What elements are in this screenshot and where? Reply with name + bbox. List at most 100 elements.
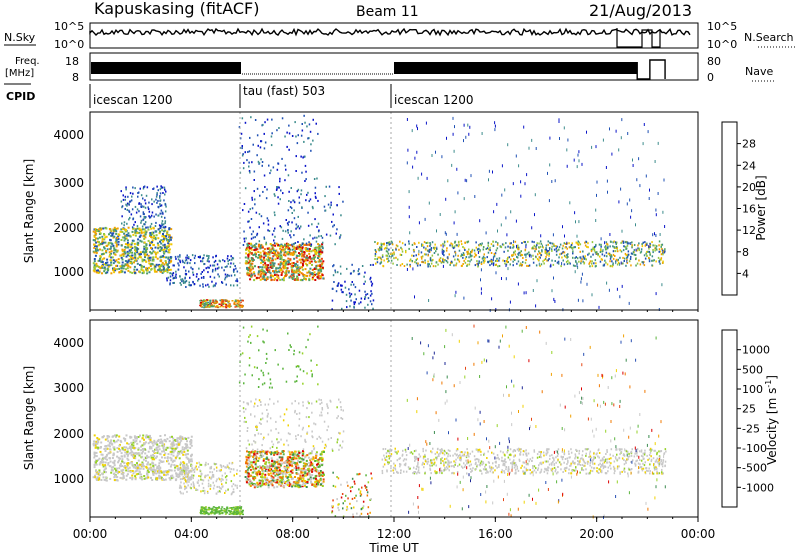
cell <box>181 436 184 439</box>
cell <box>124 198 126 201</box>
cell <box>99 243 102 245</box>
cell <box>142 187 145 190</box>
cell <box>92 476 95 479</box>
cell <box>139 467 142 470</box>
cell <box>108 233 110 236</box>
cell <box>184 471 187 474</box>
cell <box>283 245 286 248</box>
cell <box>558 120 560 123</box>
cell <box>176 437 179 440</box>
cell <box>308 279 311 282</box>
cell <box>456 167 458 171</box>
cell <box>250 247 253 250</box>
cell <box>388 259 390 262</box>
cell <box>202 257 205 259</box>
cell <box>509 300 511 304</box>
cell <box>454 125 455 129</box>
cell <box>121 222 123 225</box>
cell <box>505 277 507 281</box>
cell <box>485 248 487 250</box>
cell <box>315 454 318 457</box>
cell <box>547 243 549 246</box>
cell <box>105 250 108 252</box>
cell <box>149 216 151 219</box>
cell <box>220 299 223 301</box>
cell <box>226 507 229 510</box>
cell <box>421 257 423 260</box>
cell <box>346 267 348 270</box>
cell <box>175 455 178 458</box>
cell <box>262 274 265 277</box>
cell <box>288 200 290 202</box>
cell <box>148 271 151 274</box>
cell <box>132 453 135 456</box>
cell <box>574 270 576 274</box>
beam-title: Beam 11 <box>356 4 419 20</box>
cell <box>208 506 211 509</box>
cell <box>280 269 283 272</box>
cell <box>189 440 192 443</box>
cell <box>265 272 268 275</box>
cell <box>295 271 298 274</box>
cell <box>106 437 109 440</box>
cell <box>614 255 616 257</box>
cell <box>117 456 120 459</box>
cell <box>119 449 122 452</box>
cell <box>660 258 662 261</box>
cell <box>408 242 410 245</box>
cell <box>291 276 294 279</box>
cell <box>473 255 476 258</box>
cell <box>306 264 309 267</box>
cell <box>223 508 226 510</box>
cell <box>363 282 365 285</box>
cell <box>147 442 150 445</box>
cell <box>442 250 444 254</box>
cell <box>321 262 324 265</box>
cell <box>276 275 279 278</box>
cell <box>386 244 388 247</box>
cell <box>254 236 256 239</box>
cell <box>174 275 177 278</box>
cell <box>188 281 190 284</box>
cell <box>165 190 167 193</box>
cell <box>649 188 650 192</box>
cell <box>298 480 301 483</box>
cell <box>548 257 550 260</box>
cell <box>567 259 569 262</box>
cell <box>162 212 164 215</box>
cell <box>304 247 307 250</box>
cell <box>153 458 156 461</box>
cell <box>111 469 114 472</box>
cell <box>502 243 505 246</box>
cell <box>241 117 244 120</box>
cell <box>228 513 231 515</box>
cell <box>497 265 499 268</box>
cell <box>165 247 168 250</box>
cell <box>109 259 112 262</box>
cell <box>163 454 166 456</box>
cell <box>637 244 639 247</box>
cell <box>164 210 167 213</box>
cell <box>345 300 348 303</box>
cell <box>136 464 139 466</box>
cell <box>225 306 228 309</box>
cell <box>544 258 547 260</box>
cell <box>289 259 292 262</box>
cell <box>261 484 264 487</box>
cell <box>279 484 282 487</box>
cell <box>253 253 256 256</box>
cell <box>317 264 320 267</box>
cell <box>244 187 247 190</box>
cell <box>518 264 521 267</box>
cell <box>117 243 120 246</box>
cell <box>242 513 244 516</box>
cell <box>536 242 538 245</box>
cell <box>115 240 118 243</box>
cell <box>128 466 131 469</box>
cell <box>121 236 124 239</box>
cell <box>296 190 299 193</box>
cell <box>317 260 320 263</box>
cell <box>303 253 306 256</box>
cell <box>463 253 465 256</box>
cell <box>225 283 227 286</box>
